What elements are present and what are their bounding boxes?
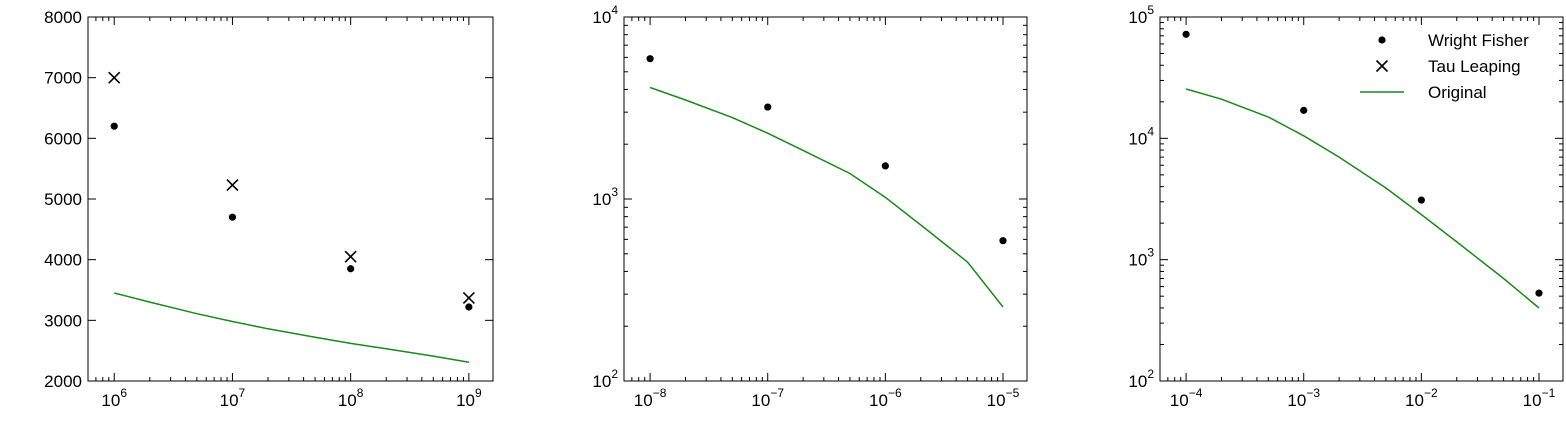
legend-x-marker	[1375, 59, 1389, 73]
plot-frame	[87, 16, 494, 382]
x-tick-label: 10−4	[1170, 386, 1203, 410]
series-original-line	[114, 292, 470, 363]
wright-fisher-point	[465, 303, 473, 311]
legend-label: Tau Leaping	[1428, 57, 1521, 76]
y-tick-label: 2000	[44, 372, 82, 391]
x-tick-label: 10−2	[1405, 386, 1438, 410]
wright-fisher-point	[646, 55, 654, 63]
x-tick-label: 107	[220, 386, 246, 410]
tau-leaping-point	[226, 178, 239, 192]
x-tick-label: 10−8	[634, 386, 667, 410]
chart-panel-1: 106 107 108 109 2000 3000 4000 5000 6000 7000 8000	[44, 8, 494, 410]
wright-fisher-point	[1182, 30, 1190, 38]
wright-fisher-point	[999, 237, 1007, 245]
tau-leaping-point	[462, 291, 475, 304]
y-tick-label: 102	[1128, 367, 1154, 391]
plot-frame	[623, 16, 1028, 382]
legend: Wright Fisher Tau Leaping Original	[1360, 31, 1529, 102]
legend-item: Original	[1360, 83, 1487, 102]
y-tick-label: 103	[592, 185, 618, 209]
wright-fisher-point	[347, 265, 355, 273]
y-tick-label: 102	[592, 367, 618, 391]
legend-label: Wright Fisher	[1428, 31, 1529, 50]
legend-dot-marker	[1378, 36, 1386, 44]
y-tick-label: 104	[592, 3, 618, 27]
x-tick-label: 10−3	[1287, 386, 1320, 410]
y-tick-label: 7000	[44, 69, 82, 88]
legend-item: Tau Leaping	[1375, 57, 1521, 76]
legend-item: Wright Fisher	[1378, 31, 1529, 50]
wright-fisher-point	[1300, 106, 1308, 114]
tau-leaping-point	[108, 71, 121, 84]
wright-fisher-point	[228, 213, 237, 221]
wright-fisher-point	[764, 103, 772, 111]
wright-fisher-point	[1417, 196, 1425, 204]
y-tick-label: 4000	[44, 251, 82, 270]
x-tick-label: 10−7	[751, 386, 784, 410]
x-tick-label: 106	[101, 386, 127, 410]
y-tick-label: 103	[1128, 246, 1154, 270]
x-tick-label: 108	[338, 386, 364, 410]
y-tick-label: 8000	[44, 8, 82, 27]
y-tick-label: 3000	[44, 311, 82, 330]
y-tick-label: 6000	[44, 129, 82, 148]
y-tick-label: 104	[1128, 124, 1154, 148]
series-original-line	[649, 86, 1004, 308]
wright-fisher-point	[1535, 289, 1543, 297]
wright-fisher-point	[881, 162, 889, 170]
legend-label: Original	[1428, 83, 1487, 102]
chart-panel-3: 10−4 10−3 10−2 10−1 102 103 104 105 Wright Fishe…	[1128, 3, 1564, 410]
y-tick-label: 105	[1128, 3, 1154, 27]
x-tick-label: 10−1	[1523, 386, 1556, 410]
plot-frame	[1159, 16, 1564, 382]
x-tick-label: 10−6	[869, 386, 902, 410]
chart-panel-2: 10−8 10−7 10−6 10−5 102 103 104	[592, 3, 1028, 410]
series-original-line	[1185, 88, 1540, 309]
y-tick-label: 5000	[44, 190, 82, 209]
tau-leaping-point	[344, 250, 357, 263]
x-tick-label: 109	[456, 386, 482, 410]
x-tick-label: 10−5	[987, 386, 1020, 410]
wright-fisher-point	[110, 122, 118, 130]
